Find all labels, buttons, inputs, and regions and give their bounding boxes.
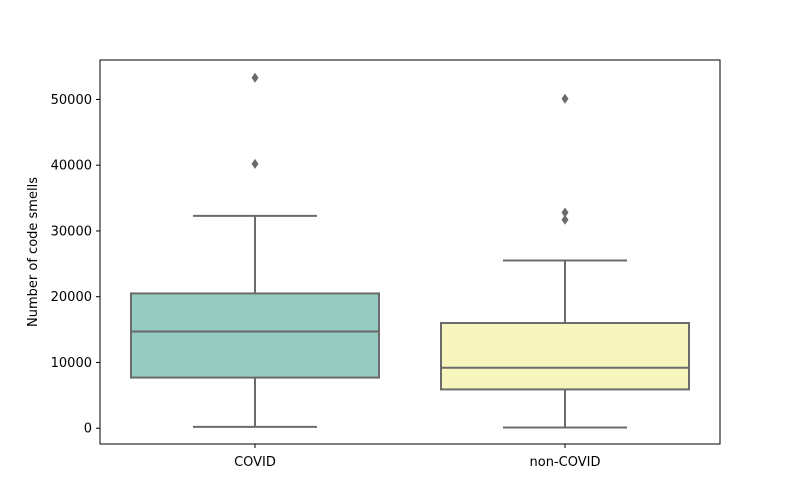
x-tick-label: non-COVID	[530, 455, 601, 470]
outlier-point	[251, 158, 259, 169]
boxes	[130, 72, 690, 429]
outlier-point	[561, 207, 569, 218]
outlier-point	[561, 214, 569, 225]
x-axis-ticks: COVID non-COVID	[234, 444, 600, 470]
interquartile-box	[440, 322, 690, 391]
y-tick-label: 10000	[51, 356, 92, 371]
y-tick-label: 30000	[51, 224, 92, 239]
outlier-point	[251, 72, 259, 83]
y-axis-label: Number of code smells	[26, 177, 41, 327]
y-tick-label: 40000	[51, 159, 92, 174]
interquartile-box	[130, 292, 380, 379]
y-tick-label: 0	[84, 422, 92, 437]
outlier-point	[561, 93, 569, 104]
y-tick-label: 20000	[51, 290, 92, 305]
x-tick-label: COVID	[234, 455, 276, 470]
box-non-covid	[440, 93, 690, 429]
plot-area-frame	[99, 59, 721, 445]
y-axis-ticks: 0 10000 20000 30000 40000 50000	[51, 93, 100, 437]
y-tick-label: 50000	[51, 93, 92, 108]
box-covid	[130, 72, 380, 428]
